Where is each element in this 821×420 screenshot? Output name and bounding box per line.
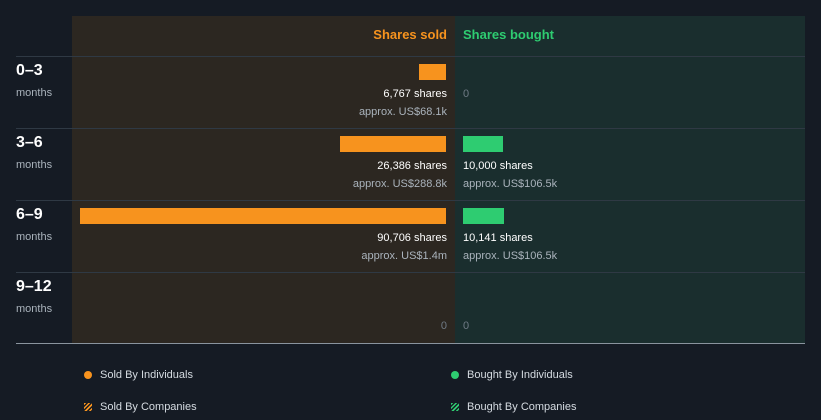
period-label: 9–12: [16, 278, 52, 295]
period-label: 6–9: [16, 206, 43, 223]
bought-zero-label: 0: [463, 88, 470, 100]
period-unit-label: months: [16, 231, 53, 243]
bought-shares-label: 10,141 shares: [463, 232, 533, 244]
legend-label: Sold By Companies: [100, 401, 197, 413]
sold-bar: [80, 208, 446, 224]
legend-hatch-icon: [451, 403, 459, 411]
sold-zero-label: 0: [440, 320, 447, 332]
legend-label: Sold By Individuals: [100, 369, 193, 381]
bought-bar: [463, 208, 504, 224]
sold-shares-label: 6,767 shares: [383, 88, 447, 100]
period-unit-label: months: [16, 159, 53, 171]
legend-dot-icon: [84, 371, 92, 379]
period-label: 0–3: [16, 62, 43, 79]
row-divider: [16, 128, 805, 129]
sold-value-label: approx. US$1.4m: [361, 250, 447, 262]
bought-shares-label: 10,000 shares: [463, 160, 533, 172]
period-label: 3–6: [16, 134, 43, 151]
shares-sold-header: Shares sold: [373, 27, 447, 42]
shares-bought-header: Shares bought: [463, 27, 555, 42]
period-unit-label: months: [16, 303, 53, 315]
row-divider: [16, 272, 805, 273]
shares-bought-column: [455, 16, 805, 343]
sold-value-label: approx. US$288.8k: [352, 178, 447, 190]
shares-sold-column: [72, 16, 455, 343]
legend-label: Bought By Companies: [467, 401, 577, 413]
bought-value-label: approx. US$106.5k: [463, 178, 558, 190]
sold-bar: [340, 136, 446, 152]
sold-bar: [419, 64, 446, 80]
legend-hatch-icon: [84, 403, 92, 411]
sold-shares-label: 26,386 shares: [377, 160, 447, 172]
bought-value-label: approx. US$106.5k: [463, 250, 558, 262]
sold-shares-label: 90,706 shares: [377, 232, 447, 244]
row-divider: [16, 56, 805, 57]
legend-label: Bought By Individuals: [467, 369, 573, 381]
row-divider: [16, 200, 805, 201]
bought-zero-label: 0: [463, 320, 470, 332]
sold-value-label: approx. US$68.1k: [358, 106, 447, 118]
period-unit-label: months: [16, 87, 53, 99]
legend-dot-icon: [451, 371, 459, 379]
bought-bar: [463, 136, 503, 152]
axis-baseline: [16, 343, 805, 344]
